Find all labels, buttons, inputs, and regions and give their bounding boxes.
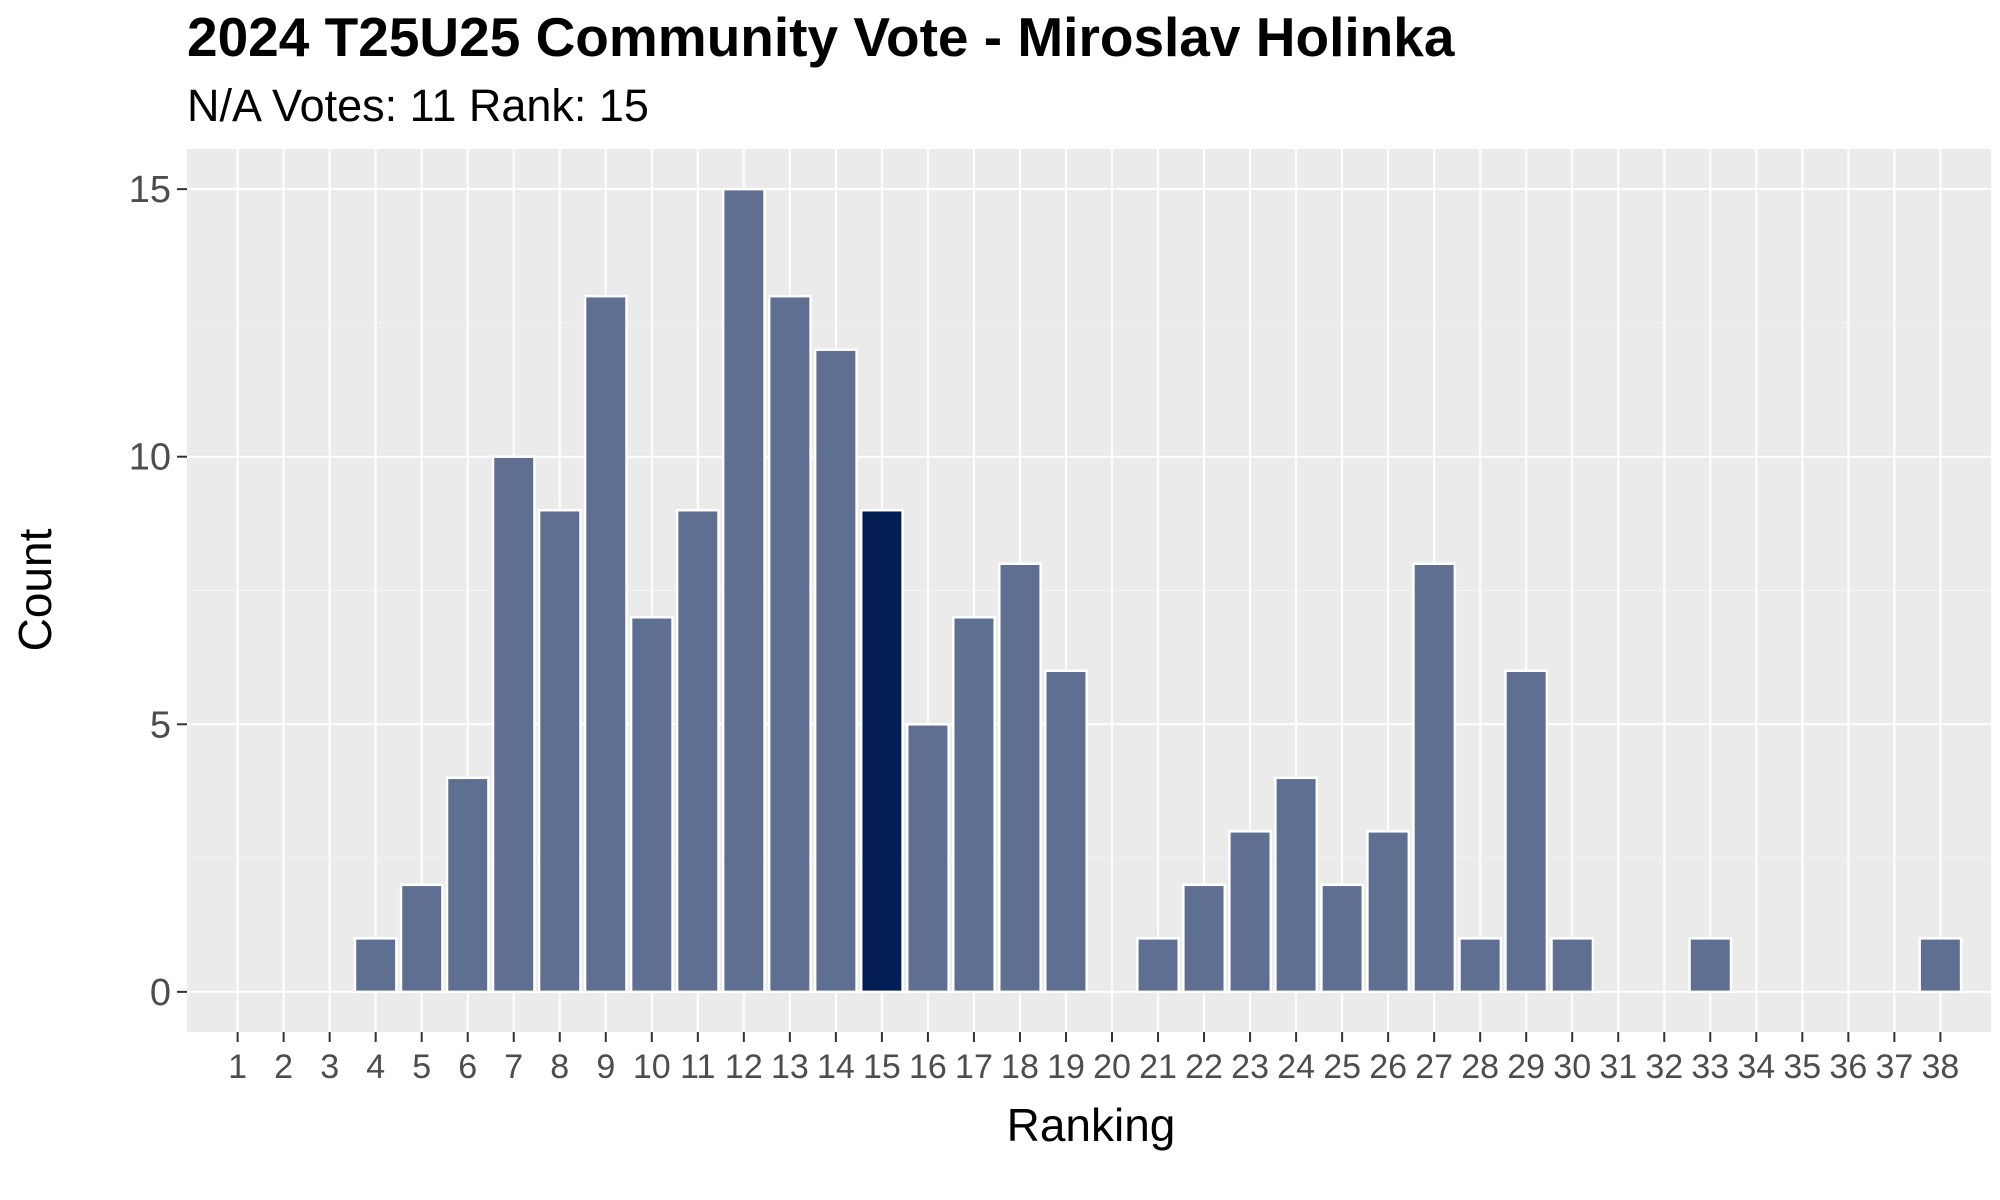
bars — [353, 187, 1963, 994]
x-tick-label: 7 — [504, 1048, 523, 1086]
bar-30 — [1550, 937, 1595, 994]
x-tick-label: 38 — [1921, 1048, 1959, 1086]
x-tick-label: 10 — [633, 1048, 671, 1086]
bar-17 — [951, 616, 996, 994]
x-tick-label: 20 — [1093, 1048, 1131, 1086]
x-tick-label: 15 — [863, 1048, 901, 1086]
bar-33 — [1688, 937, 1733, 994]
x-tick-label: 3 — [320, 1048, 339, 1086]
x-tick-label: 5 — [412, 1048, 431, 1086]
bar-5 — [399, 883, 444, 994]
bar-11 — [675, 508, 720, 994]
y-tick-label: 5 — [150, 704, 171, 746]
x-tick-label: 34 — [1737, 1048, 1775, 1086]
x-tick-label: 35 — [1783, 1048, 1821, 1086]
x-tick-label: 25 — [1323, 1048, 1361, 1086]
bar-10 — [629, 616, 674, 994]
x-axis-title: Ranking — [1007, 1099, 1176, 1151]
bar-6 — [445, 776, 490, 994]
bar-12 — [721, 187, 766, 994]
bar-23 — [1228, 830, 1273, 994]
bar-16 — [905, 723, 950, 994]
x-tick-label: 12 — [725, 1048, 763, 1086]
x-tick-label: 21 — [1139, 1048, 1177, 1086]
bar-14 — [813, 348, 858, 994]
x-tick-label: 22 — [1185, 1048, 1223, 1086]
x-tick-label: 1 — [228, 1048, 247, 1086]
x-tick-label: 30 — [1553, 1048, 1591, 1086]
x-tick-label: 32 — [1645, 1048, 1683, 1086]
x-tick-label: 6 — [458, 1048, 477, 1086]
x-tick-label: 17 — [955, 1048, 993, 1086]
x-tick-label: 36 — [1829, 1048, 1867, 1086]
x-tick-label: 16 — [909, 1048, 947, 1086]
x-tick-label: 31 — [1599, 1048, 1637, 1086]
x-tick-label: 26 — [1369, 1048, 1407, 1086]
bar-26 — [1366, 830, 1411, 994]
bar-27 — [1412, 562, 1457, 994]
bar-7 — [491, 455, 536, 994]
chart-subtitle: N/A Votes: 11 Rank: 15 — [187, 80, 649, 131]
x-tick-label: 2 — [274, 1048, 293, 1086]
x-tick-label: 11 — [680, 1048, 715, 1086]
bar-22 — [1182, 883, 1227, 994]
bar-8 — [537, 508, 582, 994]
x-tick-label: 14 — [817, 1048, 855, 1086]
y-tick-label: 0 — [150, 972, 171, 1014]
x-tick-label: 4 — [366, 1048, 385, 1086]
x-tick-label: 19 — [1047, 1048, 1085, 1086]
x-tick-label: 28 — [1461, 1048, 1499, 1086]
bar-38 — [1918, 937, 1963, 994]
y-tick-label: 10 — [129, 437, 171, 479]
x-tick-label: 29 — [1507, 1048, 1545, 1086]
y-axis-title: Count — [9, 528, 61, 651]
bar-15 — [859, 508, 904, 994]
x-tick-label: 9 — [596, 1048, 615, 1086]
bar-29 — [1504, 669, 1549, 994]
bar-4 — [353, 937, 398, 994]
y-axis: 0 5 10 15 — [129, 169, 187, 1014]
bar-9 — [583, 294, 628, 994]
x-tick-label: 13 — [771, 1048, 809, 1086]
x-tick-label: 8 — [550, 1048, 569, 1086]
y-tick-label: 15 — [129, 169, 171, 211]
x-tick-label: 27 — [1415, 1048, 1453, 1086]
bar-13 — [767, 294, 812, 994]
x-tick-label: 23 — [1231, 1048, 1269, 1086]
x-tick-label: 18 — [1001, 1048, 1039, 1086]
bar-21 — [1136, 937, 1180, 994]
x-tick-label: 33 — [1691, 1048, 1729, 1086]
bar-28 — [1458, 937, 1503, 994]
bar-18 — [998, 562, 1042, 994]
x-tick-label: 37 — [1875, 1048, 1913, 1086]
chart-title: 2024 T25U25 Community Vote - Miroslav Ho… — [187, 6, 1455, 68]
bar-19 — [1044, 669, 1088, 994]
x-tick-label: 24 — [1277, 1048, 1315, 1086]
bar-24 — [1274, 776, 1319, 994]
x-axis: 1 2 3 4 5 6 7 8 9 10 11 12 13 14 15 16 17 18 19 20 21 22 23 24 2… — [228, 1032, 1959, 1086]
bar-25 — [1320, 883, 1365, 994]
